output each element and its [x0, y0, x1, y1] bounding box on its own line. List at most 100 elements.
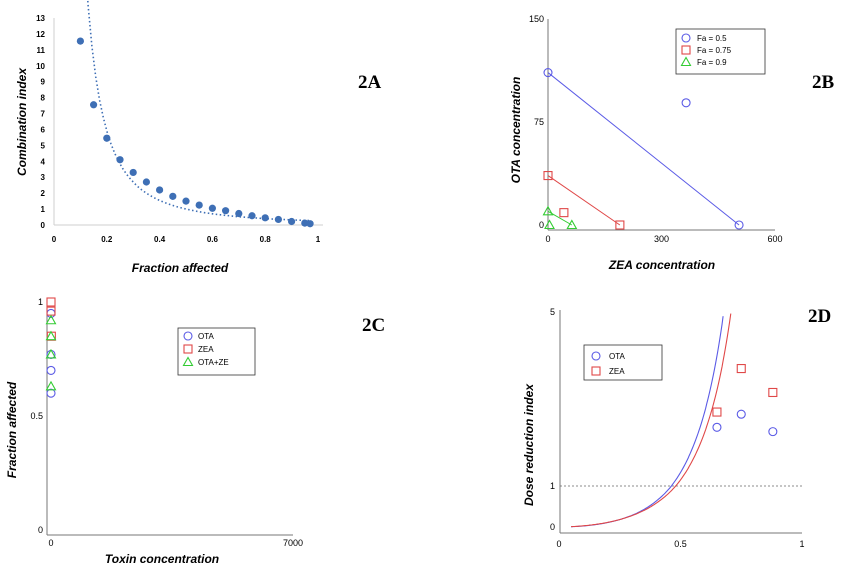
chart-2a-x-label: Fraction affected [132, 261, 229, 275]
chart-2d-legend-marker [591, 351, 601, 361]
chart-2b-data-point [543, 171, 553, 181]
chart-2d-legend-marker [591, 366, 601, 376]
chart-2a-x-tick-label: 0.4 [154, 235, 166, 244]
chart-2a-data-point [129, 168, 137, 177]
chart-2c-y-tick-label: 0 [38, 525, 43, 535]
chart-2a-data-point [169, 192, 177, 200]
chart-2c-data-point [45, 380, 57, 391]
chart-2a-x-tick-label: 0.8 [260, 235, 272, 244]
chart-2d-y-tick-label: 0 [550, 522, 555, 532]
chart-2b-y-tick-label: 75 [534, 117, 544, 127]
chart-2a-y-tick-label: 6 [41, 125, 46, 134]
chart-2c-data-point [46, 388, 56, 398]
chart-2b-series-line [547, 72, 740, 226]
chart-2d-y-label: Dose reduction index [522, 383, 536, 506]
chart-2a-data-point [103, 134, 111, 142]
chart-2a-y-tick-label: 5 [41, 141, 46, 150]
chart-2c-legend-entries: OTA ZEA OTA+ZE [182, 331, 229, 367]
chart-2a-data-point [306, 220, 314, 228]
chart-2d-legend-box [583, 344, 663, 381]
chart-2b-data-point [734, 220, 744, 230]
chart-2c-points [45, 297, 57, 398]
chart-2b-points [542, 68, 744, 230]
chart-2d-x-ticks: 0 0.5 1 [556, 539, 804, 549]
chart-2b-panel-label: 2B [812, 72, 835, 93]
chart-2a-data-point [288, 217, 296, 226]
chart-2a-y-tick-label: 7 [41, 110, 46, 119]
chart-2b-x-ticks: 0 300 600 [545, 234, 782, 244]
chart-2c-y-label: Fraction affected [5, 381, 19, 478]
chart-2c-x-ticks: 0 7000 [48, 538, 303, 548]
chart-2d-data-point [736, 363, 746, 374]
chart-2b-y-ticks: 0 75 150 [529, 14, 544, 230]
chart-2d-data-point [768, 387, 778, 398]
chart-2a-y-tick-label: 3 [41, 173, 46, 182]
chart-2d-y-ticks: 0 1 5 [550, 307, 555, 532]
chart-2b-data-point [559, 208, 569, 218]
chart-2b-x-tick-label: 0 [545, 234, 550, 244]
chart-2c-legend-label: OTA [198, 332, 215, 341]
chart-2d-y-tick-label: 1 [550, 481, 555, 491]
chart-2a-y-tick-label: 8 [41, 94, 46, 103]
chart-2c-legend-marker [182, 356, 194, 367]
chart-2b-axes [547, 19, 775, 231]
chart-2b-x-label: ZEA concentration [608, 258, 715, 272]
chart-2c-x-tick-label: 7000 [283, 538, 303, 548]
chart-2b-x-tick-label: 300 [654, 234, 669, 244]
chart-2c-axes [46, 298, 293, 536]
chart-2a-data-point [261, 214, 269, 222]
chart-2a-y-tick-label: 10 [36, 62, 45, 71]
chart-2b-data-point [543, 68, 553, 78]
chart-2a-y-tick-label: 9 [41, 78, 46, 87]
chart-2a-data-point [301, 219, 309, 227]
chart-2c-x-tick-label: 0 [48, 538, 53, 548]
chart-2c-legend: OTA ZEA OTA+ZE [177, 327, 256, 376]
chart-2a-y-tick-label: 1 [41, 205, 46, 214]
chart-2b-data-point [542, 205, 554, 216]
chart-2c-panel-label: 2C [362, 315, 385, 336]
chart-2a-y-tick-label: 4 [41, 157, 46, 166]
chart-2b-x-tick-label: 600 [767, 234, 782, 244]
chart-2a-x-tick-label: 0.2 [101, 235, 113, 244]
chart-2c-legend-label: ZEA [198, 345, 214, 354]
chart-2d-points [712, 363, 778, 437]
chart-2b-legend-box [675, 28, 766, 75]
chart-2c-data-point [46, 365, 56, 375]
chart-2b-y-tick-label: 0 [539, 220, 544, 230]
chart-2a-data-point [208, 204, 216, 212]
chart-2b-legend-marker [680, 56, 692, 67]
chart-2c-data-point [45, 330, 57, 341]
chart-2c-legend-marker [183, 331, 193, 341]
chart-2b-series-line [547, 175, 621, 226]
chart-2a-trendline [86, 0, 311, 222]
chart-2b-y-tick-label: 150 [529, 14, 544, 24]
chart-2d-axes [559, 310, 802, 534]
chart-2d-legend-label: OTA [609, 352, 626, 361]
chart-2a-y-tick-label: 13 [36, 14, 45, 23]
chart-2a-axes [53, 18, 323, 226]
chart-2b-legend-label: Fa = 0.9 [697, 58, 727, 67]
chart-2b-legend-label: Fa = 0.75 [697, 46, 732, 55]
chart-2c-data-point [46, 297, 56, 307]
chart-2a-data-point [142, 178, 150, 186]
chart-2a-x-tick-label: 0 [52, 235, 57, 244]
chart-2a-x-tick-label: 0.6 [207, 235, 219, 244]
chart-2c-y-tick-label: 1 [38, 297, 43, 307]
chart-2b-data-point [615, 220, 625, 230]
chart-2b-y-label: OTA concentration [509, 77, 523, 184]
chart-2d-lines [571, 313, 732, 528]
chart-2c-legend-box [177, 327, 256, 376]
chart-2c-legend-label: OTA+ZE [198, 358, 229, 367]
chart-2c-data-point [45, 314, 57, 325]
chart-2c-y-ticks: 00.51 [30, 297, 43, 535]
chart-2b-legend-entries: Fa = 0.5 Fa = 0.75 Fa = 0.9 [680, 33, 732, 67]
chart-2b-legend-marker [681, 45, 691, 55]
chart-2c-data-point [45, 348, 57, 359]
chart-2d-series-line [571, 313, 732, 528]
chart-2a-data-point [76, 37, 84, 45]
chart-2d-x-tick-label: 0 [556, 539, 561, 549]
chart-2a-data-point [235, 209, 243, 218]
